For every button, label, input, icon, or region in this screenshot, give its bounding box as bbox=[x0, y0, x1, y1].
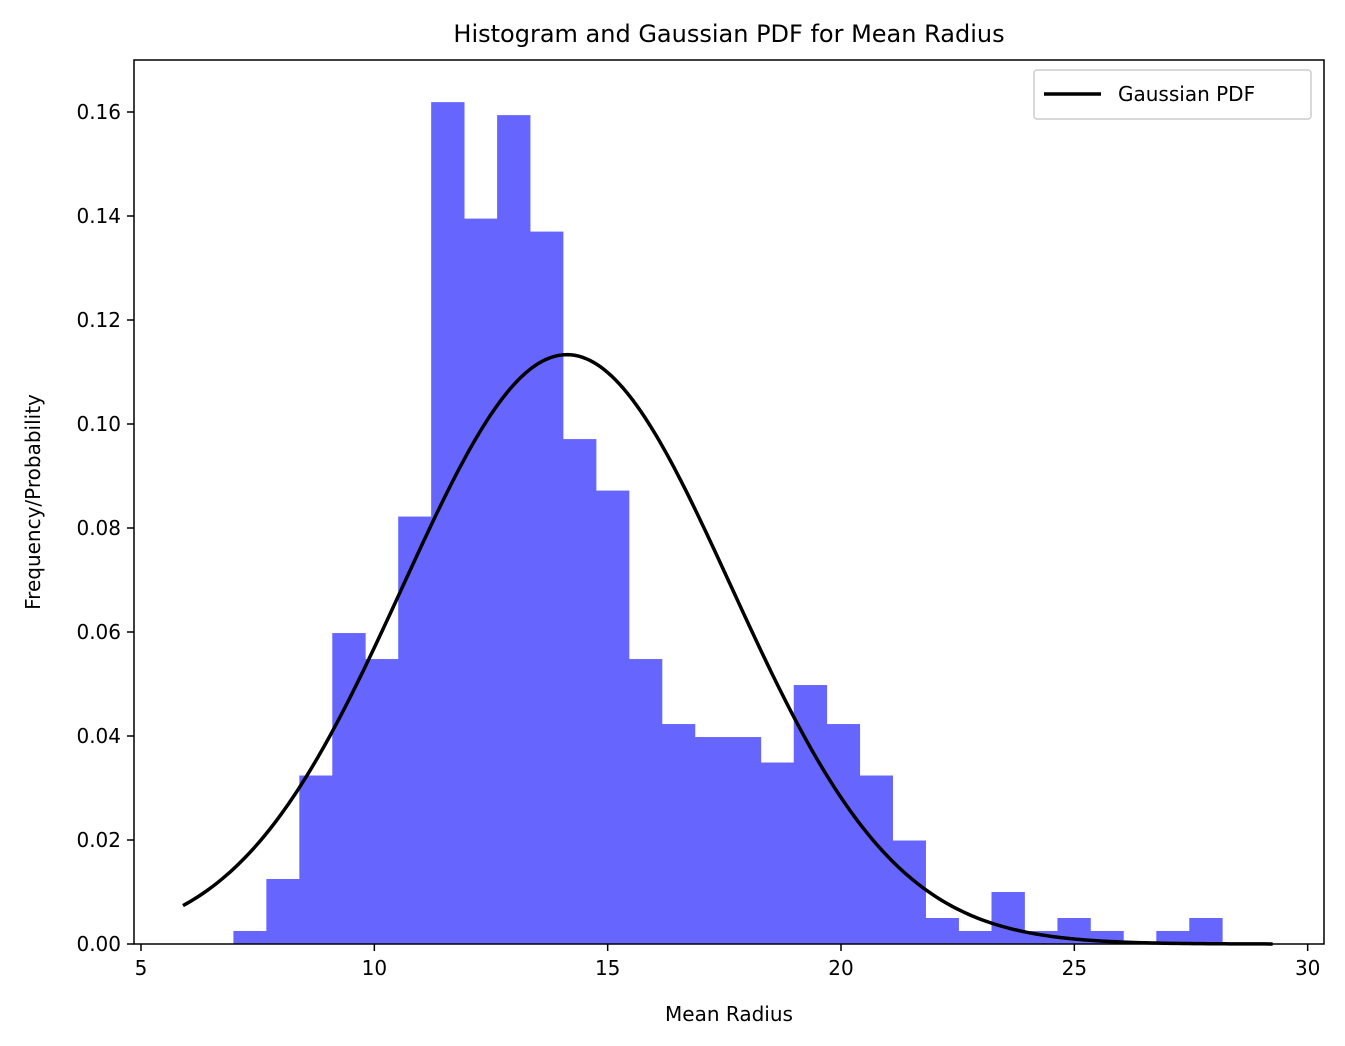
x-tick-label: 20 bbox=[828, 956, 853, 980]
histogram-bar bbox=[958, 931, 992, 944]
histogram-bars bbox=[233, 102, 1223, 945]
y-tick-label: 0.04 bbox=[76, 724, 121, 748]
legend-box bbox=[1033, 69, 1312, 120]
x-tick-label: 15 bbox=[595, 956, 620, 980]
x-axis-label: Mean Radius bbox=[665, 1002, 793, 1026]
histogram-bar bbox=[826, 724, 861, 944]
histogram-bar bbox=[661, 724, 696, 944]
histogram-bar bbox=[464, 218, 498, 945]
y-tick-label: 0.06 bbox=[76, 620, 121, 644]
histogram-bar bbox=[332, 633, 366, 944]
histogram-bar bbox=[431, 102, 465, 945]
histogram-bar bbox=[497, 115, 531, 945]
x-tick-label: 25 bbox=[1062, 956, 1087, 980]
histogram-bar bbox=[1156, 931, 1190, 944]
y-tick-label: 0.16 bbox=[76, 100, 121, 124]
histogram-bar bbox=[1189, 918, 1223, 944]
histogram-bar bbox=[859, 775, 894, 944]
histogram-bar bbox=[694, 737, 729, 944]
y-tick-label: 0.10 bbox=[76, 412, 121, 436]
histogram-bar bbox=[892, 840, 926, 944]
y-tick-label: 0.12 bbox=[76, 308, 121, 332]
y-tick-label: 0.14 bbox=[76, 204, 121, 228]
histogram-bar bbox=[991, 892, 1025, 944]
histogram-bar bbox=[266, 879, 300, 944]
histogram-bar bbox=[595, 490, 630, 944]
x-axis-ticks: 5 10 15 20 25 30 bbox=[135, 944, 1320, 980]
chart-title: Histogram and Gaussian PDF for Mean Radi… bbox=[453, 20, 1004, 48]
plot-frame bbox=[133, 59, 1325, 945]
histogram-bar bbox=[398, 516, 432, 944]
y-tick-label: 0.02 bbox=[76, 828, 121, 852]
y-tick-label: 0.00 bbox=[76, 932, 121, 956]
histogram-bar bbox=[628, 659, 663, 944]
histogram-bar bbox=[563, 439, 597, 944]
gaussian-pdf-line bbox=[182, 352, 1273, 946]
legend-label: Gaussian PDF bbox=[1118, 82, 1255, 106]
legend: Gaussian PDF bbox=[1033, 69, 1312, 120]
x-tick-label: 10 bbox=[362, 956, 387, 980]
histogram-bar bbox=[925, 918, 959, 944]
histogram-bar bbox=[530, 231, 564, 945]
y-tick-label: 0.08 bbox=[76, 516, 121, 540]
histogram-bar bbox=[760, 762, 795, 944]
histogram-bar bbox=[233, 931, 267, 944]
x-tick-label: 5 bbox=[135, 956, 148, 980]
histogram-bar bbox=[727, 737, 762, 944]
histogram-bar bbox=[365, 659, 399, 944]
histogram-bar bbox=[299, 775, 333, 944]
y-axis-ticks: 0.00 0.02 0.04 0.06 0.08 0.10 0.12 0.14 0.16 bbox=[76, 100, 134, 956]
y-axis-label: Frequency/Probability bbox=[21, 394, 45, 610]
x-tick-label: 30 bbox=[1295, 956, 1320, 980]
